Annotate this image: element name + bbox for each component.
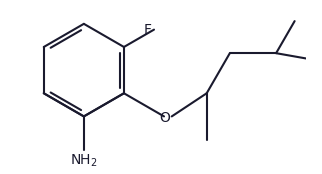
Text: F: F xyxy=(143,23,151,37)
Text: NH$_2$: NH$_2$ xyxy=(70,152,98,169)
Text: O: O xyxy=(159,111,170,125)
